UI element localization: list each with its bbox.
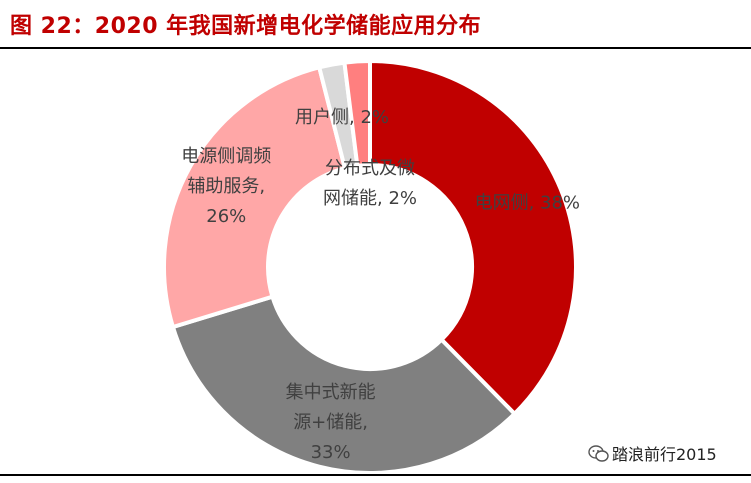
label-user-side-line-1: 用户侧, 2%: [295, 107, 389, 128]
wechat-icon: [588, 445, 609, 462]
label-distributed-microgrid-line-1: 分布式及微: [325, 158, 415, 179]
label-generation-side-line-1: 电源侧调频: [181, 146, 271, 167]
watermark: 踏浪前行2015: [588, 441, 717, 465]
title-divider: [0, 47, 751, 49]
chart-title: 图 22：2020 年我国新增电化学储能应用分布: [10, 14, 482, 39]
label-generation-side-line-3: 26%: [206, 206, 246, 227]
slice-distributed-microgrid: [342, 58, 372, 169]
label-grid-side-line-1: 电网侧, 38%: [475, 193, 580, 214]
footer-divider: [0, 474, 751, 476]
slice-generation-side: [162, 64, 348, 330]
label-centralized-renewable-line-1: 集中式新能: [286, 382, 376, 403]
label-generation-side-line-2: 辅助服务,: [187, 176, 265, 197]
watermark-text: 踏浪前行2015: [612, 445, 717, 464]
slice-grid-side: [368, 58, 578, 417]
label-distributed-microgrid-line-2: 网储能, 2%: [323, 188, 417, 209]
label-centralized-renewable-line-2: 源+储能,: [293, 412, 368, 433]
label-centralized-renewable-line-3: 33%: [311, 442, 351, 463]
slice-centralized-renewable: [170, 294, 518, 475]
slices-group: [162, 58, 578, 475]
